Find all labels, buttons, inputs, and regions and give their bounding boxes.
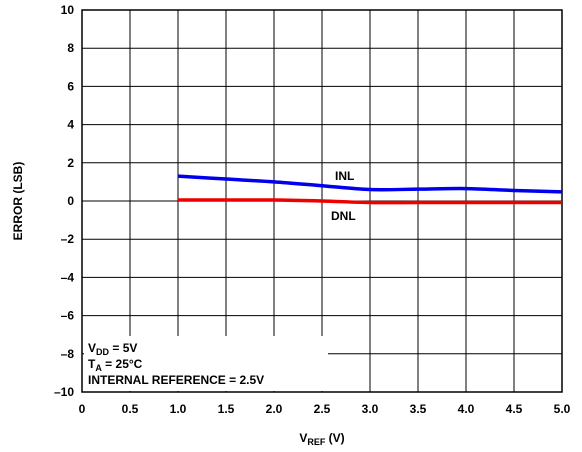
y-tick-label: 10 <box>61 3 75 17</box>
x-tick-label: 5.0 <box>554 402 571 416</box>
condition-vdd-sub: DD <box>96 347 109 357</box>
x-tick-label: 3.5 <box>410 402 427 416</box>
x-axis-title: VREF (V) <box>299 431 344 447</box>
x-axis-title-sub: REF <box>307 437 326 447</box>
series-label-inl: INL <box>335 169 354 183</box>
y-tick-label: 8 <box>67 41 74 55</box>
x-tick-label: 2.0 <box>266 402 283 416</box>
x-tick-label: 1.0 <box>170 402 187 416</box>
condition-ref: INTERNAL REFERENCE = 2.5V <box>88 373 264 387</box>
series-label-dnl: DNL <box>331 209 356 223</box>
x-axis-title-suffix: (V) <box>325 431 344 445</box>
condition-vdd-suffix: = 5V <box>109 341 137 355</box>
y-tick-label: –8 <box>61 347 75 361</box>
x-tick-label: 0.5 <box>122 402 139 416</box>
x-tick-label: 2.5 <box>314 402 331 416</box>
y-tick-labels: 10 8 6 4 2 0 –2 –4 –6 –8 –10 <box>54 3 74 399</box>
x-axis-title-main: V <box>299 431 307 445</box>
y-tick-label: 2 <box>67 156 74 170</box>
condition-ta-main: T <box>88 357 96 371</box>
x-tick-label: 0 <box>79 402 86 416</box>
y-tick-label: –2 <box>61 232 75 246</box>
series-lines <box>177 174 563 205</box>
condition-ta: TA = 25°C <box>88 357 143 373</box>
y-axis-title: ERROR (LSB) <box>11 162 25 241</box>
y-tick-label: –6 <box>61 309 75 323</box>
x-tick-label: 4.0 <box>458 402 475 416</box>
y-tick-label: –4 <box>61 270 75 284</box>
condition-vdd-main: V <box>88 341 96 355</box>
y-tick-label: 6 <box>67 79 74 93</box>
x-tick-labels: 0 0.5 1.0 1.5 2.0 2.5 3.0 3.5 4.0 4.5 5.0 <box>79 402 571 416</box>
x-tick-label: 3.0 <box>362 402 379 416</box>
x-tick-label: 1.5 <box>218 402 235 416</box>
y-tick-label: 0 <box>67 194 74 208</box>
condition-ta-suffix: = 25°C <box>102 357 143 371</box>
series-line-inl <box>177 174 563 194</box>
conditions-box <box>84 336 328 391</box>
x-tick-label: 4.5 <box>506 402 523 416</box>
condition-ta-sub: A <box>95 363 102 373</box>
series-line-dnl <box>178 198 562 205</box>
y-tick-label: 4 <box>67 118 74 132</box>
y-tick-label: –10 <box>54 385 74 399</box>
condition-vdd: VDD = 5V <box>88 341 137 357</box>
